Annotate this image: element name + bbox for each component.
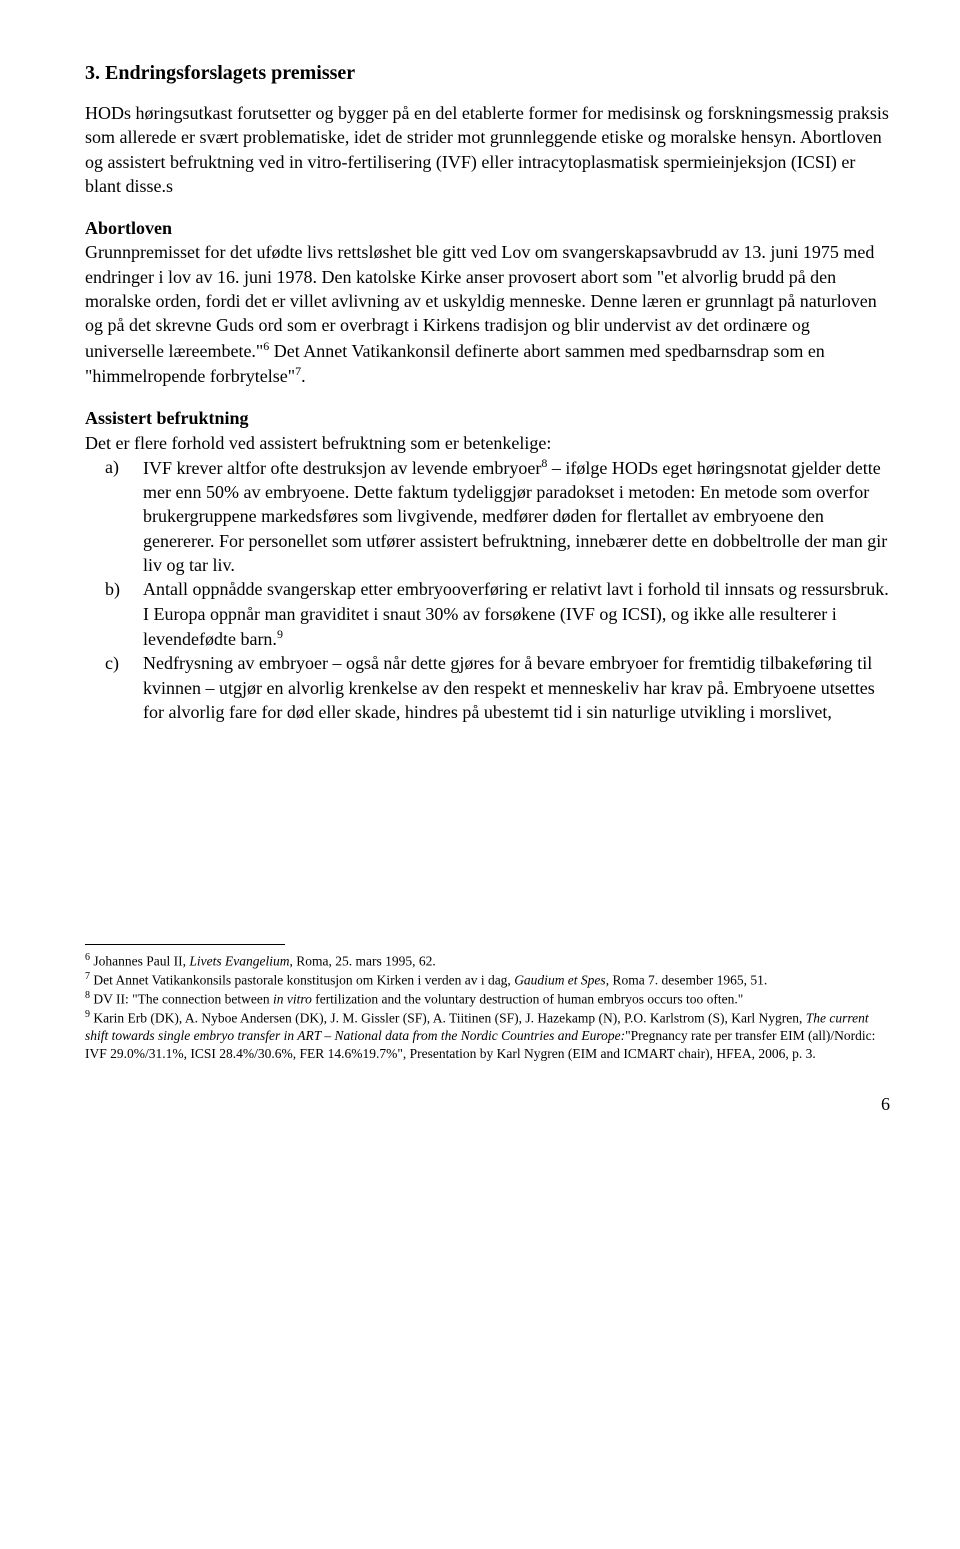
footnote: 6 Johannes Paul II, Livets Evangelium, R…	[85, 951, 890, 970]
footnote-text: Johannes Paul II,	[90, 954, 189, 969]
list-marker: c)	[85, 651, 143, 724]
footnote-italic: Gaudium et Spes	[514, 973, 606, 988]
subsection-body: Grunnpremisset for det ufødte livs retts…	[85, 240, 890, 388]
footnote: 8 DV II: "The connection between in vitr…	[85, 989, 890, 1008]
list-item: c) Nedfrysning av embryoer – også når de…	[85, 651, 890, 724]
footnote-ref: 9	[277, 627, 283, 641]
footnote-text: , Roma 7. desember 1965, 51.	[606, 973, 768, 988]
subsection-title: Abortloven	[85, 216, 890, 240]
list-text: IVF krever altfor ofte destruksjon av le…	[143, 458, 541, 478]
footnote-text: fertilization and the voluntary destruct…	[312, 992, 743, 1007]
footnote-italic: in vitro	[273, 992, 312, 1007]
list-item: b) Antall oppnådde svangerskap etter emb…	[85, 577, 890, 651]
list-text: Nedfrysning av embryoer – også når dette…	[143, 653, 875, 722]
list-marker: a)	[85, 455, 143, 577]
footnotes: 6 Johannes Paul II, Livets Evangelium, R…	[85, 951, 890, 1062]
subsection-abortloven: Abortloven Grunnpremisset for det ufødte…	[85, 216, 890, 388]
section-heading: 3. Endringsforslagets premisser	[85, 60, 890, 87]
page-number: 6	[85, 1092, 890, 1116]
footnote-italic: Livets Evangelium	[189, 954, 289, 969]
footnote-text: DV II: "The connection between	[90, 992, 273, 1007]
list-body: Nedfrysning av embryoer – også når dette…	[143, 651, 890, 724]
ordered-list: a) IVF krever altfor ofte destruksjon av…	[85, 455, 890, 724]
list-body: Antall oppnådde svangerskap etter embryo…	[143, 577, 890, 651]
list-marker: b)	[85, 577, 143, 651]
list-body: IVF krever altfor ofte destruksjon av le…	[143, 455, 890, 577]
list-item: a) IVF krever altfor ofte destruksjon av…	[85, 455, 890, 577]
list-text: Antall oppnådde svangerskap etter embryo…	[143, 579, 889, 649]
footnote: 9 Karin Erb (DK), A. Nyboe Andersen (DK)…	[85, 1008, 890, 1062]
footnote-rule	[85, 944, 285, 945]
footnote-text: , Roma, 25. mars 1995, 62.	[289, 954, 435, 969]
intro-paragraph: HODs høringsutkast forutsetter og bygger…	[85, 101, 890, 198]
body-text: .	[301, 366, 306, 386]
footnote-text: Karin Erb (DK), A. Nyboe Andersen (DK), …	[90, 1011, 806, 1026]
subsection-lead: Det er flere forhold ved assistert befru…	[85, 431, 890, 455]
subsection-assistert-befruktning: Assistert befruktning Det er flere forho…	[85, 406, 890, 724]
footnote-text: Det Annet Vatikankonsils pastorale konst…	[90, 973, 514, 988]
footnote: 7 Det Annet Vatikankonsils pastorale kon…	[85, 970, 890, 989]
subsection-title: Assistert befruktning	[85, 406, 890, 430]
